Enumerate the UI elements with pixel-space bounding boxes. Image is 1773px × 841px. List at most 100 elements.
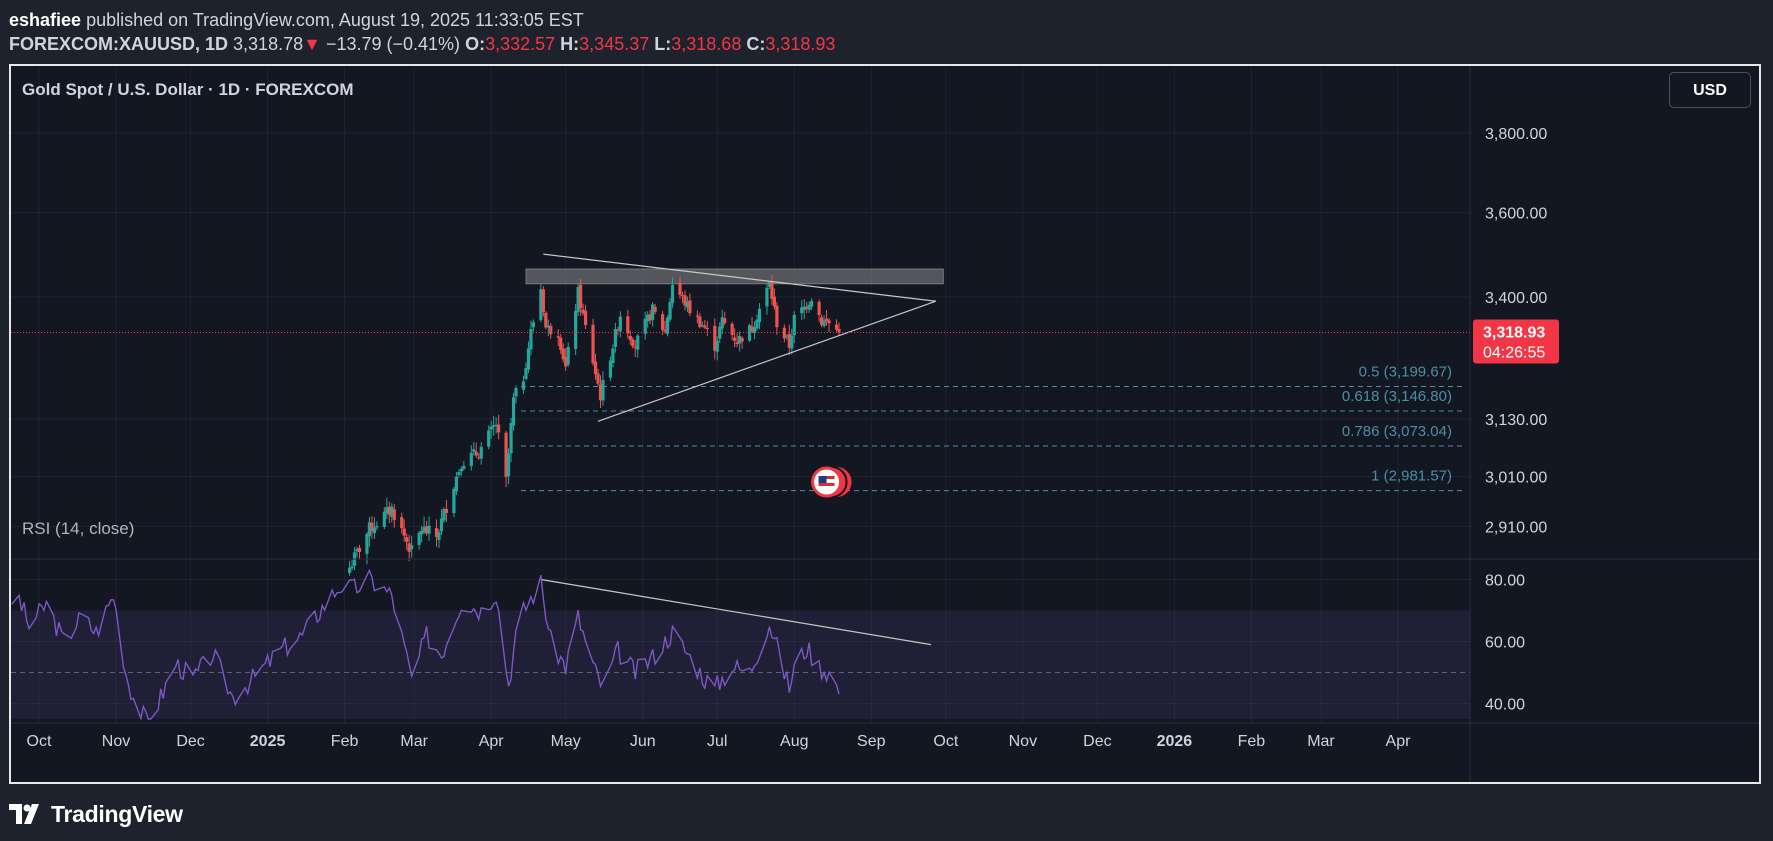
chart-canvas[interactable]: 0.5 (3,199.67) 0.618 (3,146.80) 0.786 (3,0…	[11, 66, 1759, 782]
candle-body	[469, 452, 473, 467]
candle-body	[598, 384, 603, 401]
candle-body	[834, 324, 839, 330]
candle-body	[452, 488, 456, 514]
candle-body	[546, 325, 550, 328]
candle-body	[705, 327, 709, 329]
candle-body	[785, 335, 789, 337]
price-badge-countdown: 04:26:55	[1483, 344, 1545, 361]
fibonacci-levels: 0.5 (3,199.67) 0.618 (3,146.80) 0.786 (3,0…	[520, 363, 1462, 492]
candle-body	[683, 295, 687, 306]
price-badge: 3,318.93 04:26:55	[1473, 319, 1559, 364]
candle-body	[665, 317, 670, 334]
close-label: C:	[746, 34, 766, 54]
candle-body	[372, 527, 377, 534]
candle-body	[539, 289, 543, 321]
candle-body	[608, 360, 613, 378]
candle-body	[529, 329, 533, 350]
candle-body	[688, 300, 692, 314]
candle-body	[775, 305, 779, 328]
candle-body	[792, 314, 796, 336]
price-tick-label: 2,910.00	[1485, 519, 1547, 536]
candle-body	[643, 318, 647, 334]
price-tick-label: 3,130.00	[1485, 412, 1547, 429]
candle-body	[459, 468, 463, 472]
candle-body	[457, 472, 461, 476]
candle-body	[375, 526, 379, 528]
symbol-name: FOREXCOM:XAUUSD, 1D	[9, 34, 229, 54]
candle-body	[549, 325, 553, 335]
candle-body	[765, 287, 769, 307]
candle-body	[566, 346, 570, 365]
trendlines[interactable]	[540, 253, 937, 646]
candle-body	[420, 531, 424, 535]
candle-body	[723, 318, 727, 324]
candle-body	[474, 451, 478, 456]
x-tick-label: Dec	[1083, 733, 1111, 750]
fib-level-label: 0.618 (3,146.80)	[1342, 388, 1452, 405]
trendline-lower	[597, 300, 937, 422]
price-badge-price: 3,318.93	[1483, 324, 1545, 341]
candle-body	[616, 329, 620, 331]
tradingview-logo-icon	[9, 804, 39, 824]
us-flag-icon[interactable]	[811, 466, 852, 498]
candle-body	[755, 319, 759, 329]
candle-body	[400, 517, 404, 529]
rsi-line	[11, 568, 840, 721]
candle-body	[601, 379, 605, 401]
candle-body	[367, 522, 372, 537]
author-name[interactable]: eshafiee	[9, 10, 82, 30]
trendline-upper	[543, 253, 936, 302]
price-change: −13.79 (−0.41%)	[325, 34, 461, 54]
candle-body	[626, 316, 630, 334]
candle-body	[422, 526, 426, 533]
candle-body	[790, 335, 794, 349]
candle-body	[787, 333, 791, 348]
rsi-tick-label: 40.00	[1485, 697, 1525, 714]
candle-body	[583, 310, 588, 325]
low-label: L:	[654, 34, 672, 54]
price-tick-label: 3,010.00	[1485, 470, 1547, 487]
close-value: 3,318.93	[765, 34, 836, 54]
candle-body	[772, 296, 777, 307]
candle-body	[757, 308, 762, 323]
candle-body	[820, 317, 824, 325]
candle-body	[454, 476, 458, 492]
candle-body	[631, 339, 635, 347]
chart-frame: 0.5 (3,199.67) 0.618 (3,146.80) 0.786 (3,0…	[9, 64, 1761, 784]
candle-body	[715, 340, 719, 352]
candle-body	[593, 361, 598, 374]
symbol-info: FOREXCOM:XAUUSD, 1D 3,318.78▼ −13.79 (−0…	[9, 32, 835, 56]
candle-body	[442, 509, 446, 521]
candle-body	[509, 423, 513, 454]
candle-body	[487, 430, 491, 447]
candle-body	[668, 301, 672, 320]
tradingview-logo[interactable]: TradingView	[9, 800, 183, 828]
candle-body	[574, 310, 578, 349]
candle-body	[497, 424, 501, 433]
candle-body	[347, 567, 352, 573]
resistance-zone[interactable]	[525, 268, 944, 285]
candle-body	[827, 320, 831, 324]
brand-name: TradingView	[51, 800, 183, 827]
down-arrow-icon: ▼	[303, 34, 321, 54]
candle-body	[514, 388, 518, 397]
fib-level-label: 0.5 (3,199.67)	[1359, 363, 1452, 380]
candle-body	[733, 337, 737, 341]
currency-button[interactable]: USD	[1669, 72, 1751, 108]
candle-body	[387, 506, 391, 515]
candle-body	[770, 281, 774, 300]
candle-body	[700, 325, 704, 327]
candle-body	[680, 295, 685, 297]
candle-body	[670, 284, 675, 303]
candle-body	[817, 301, 821, 316]
candle-body	[405, 537, 409, 542]
candle-body	[713, 325, 717, 351]
fib-level-label: 1 (2,981.57)	[1371, 468, 1452, 485]
candle-body	[385, 507, 389, 514]
x-tick-label: Mar	[1307, 733, 1335, 750]
candle-body	[417, 532, 421, 545]
candle-body	[613, 329, 617, 347]
candle-body	[350, 566, 354, 569]
candle-body	[720, 317, 724, 329]
candle-body	[767, 281, 772, 287]
